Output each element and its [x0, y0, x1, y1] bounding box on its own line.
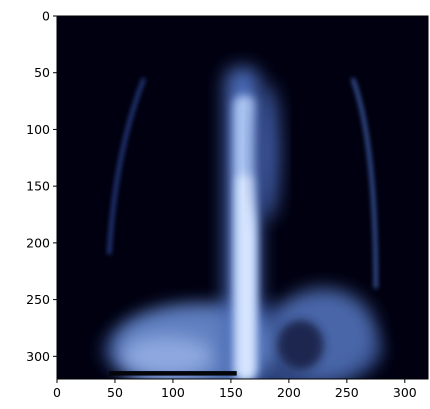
x-tick-label: 0: [53, 385, 61, 400]
y-tick-label: 250: [26, 292, 50, 307]
y-tick-label: 200: [26, 235, 50, 250]
x-tick-label: 50: [107, 385, 123, 400]
image: [57, 16, 428, 379]
x-tick-label: 150: [219, 385, 243, 400]
x-tick-label: 250: [335, 385, 359, 400]
x-tick-label: 100: [161, 385, 185, 400]
x-tick-label: 200: [277, 385, 301, 400]
x-tick-label: 300: [393, 385, 417, 400]
plot-frame: [56, 15, 429, 380]
y-tick-label: 150: [26, 179, 50, 194]
y-tick-label: 100: [26, 122, 50, 137]
y-tick-label: 50: [34, 65, 50, 80]
y-tick-label: 300: [26, 349, 50, 364]
y-tick-label: 0: [42, 9, 50, 24]
